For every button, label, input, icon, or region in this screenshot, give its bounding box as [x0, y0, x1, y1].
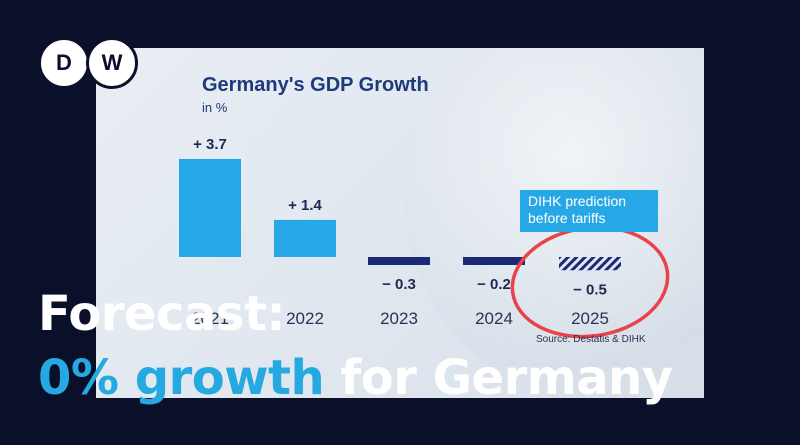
category-label-2024: 2024	[475, 309, 513, 328]
value-label-2025: − 0.5	[573, 281, 607, 298]
value-label-2021: + 3.7	[193, 136, 227, 153]
dihk-annotation: DIHK prediction before tariffs	[520, 190, 658, 232]
value-label-2024: − 0.2	[477, 276, 511, 293]
annotation-line-1: DIHK prediction	[528, 193, 627, 209]
caption-subheadline: 0% growth for Germany	[38, 350, 673, 406]
caption-accent: 0% growth	[38, 350, 325, 406]
chart-source: Source: Destatis & DIHK	[536, 334, 646, 345]
bar-2025	[559, 257, 621, 271]
chart-title: Germany's GDP Growth	[202, 74, 429, 96]
caption-rest: for Germany	[340, 350, 673, 406]
value-label-2022: + 1.4	[288, 197, 322, 214]
category-label-2022: 2022	[286, 309, 324, 328]
logo-d: D	[38, 37, 90, 89]
logo-w: W	[86, 37, 138, 89]
bar-2023	[368, 257, 430, 265]
caption-headline: Forecast:	[38, 286, 286, 342]
chart-subtitle: in %	[202, 100, 228, 115]
bar-2024	[463, 257, 525, 265]
dw-logo: D W	[38, 37, 140, 89]
category-label-2025: 2025	[571, 309, 609, 328]
category-label-2023: 2023	[380, 309, 418, 328]
annotation-line-2: before tariffs	[528, 210, 606, 226]
bar-2021	[179, 158, 241, 257]
value-label-2023: − 0.3	[382, 276, 416, 293]
category-label-2021: 2021	[191, 309, 229, 328]
bar-2022	[274, 219, 336, 257]
